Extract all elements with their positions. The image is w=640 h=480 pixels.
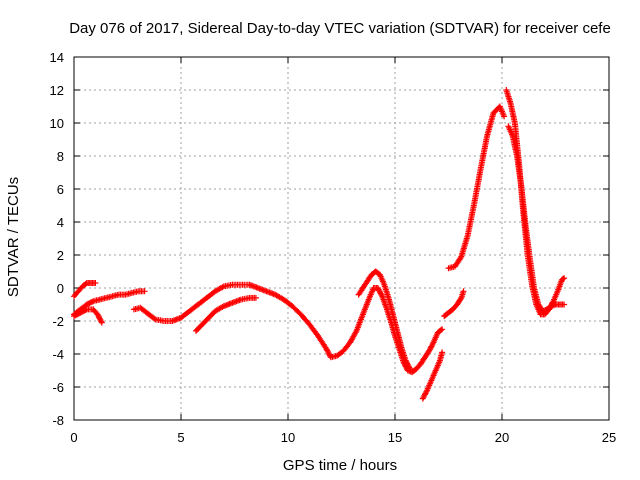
y-tick-label: 12 (50, 83, 64, 98)
data-markers (130, 281, 446, 376)
series-s8 (441, 288, 467, 320)
data-points (71, 87, 568, 402)
y-axis-label: SDTVAR / TECUs (5, 177, 22, 297)
x-tick-label: 20 (495, 430, 509, 445)
series-s6 (355, 268, 413, 372)
data-markers (355, 268, 413, 372)
series-s3 (71, 306, 105, 326)
data-markers (445, 103, 508, 272)
data-markers (71, 280, 99, 300)
x-tick-label: 15 (388, 430, 402, 445)
y-tick-label: 0 (57, 281, 64, 296)
y-tick-label: 6 (57, 182, 64, 197)
y-tick-label: 10 (50, 116, 64, 131)
y-tick-label: 8 (57, 149, 64, 164)
data-markers (505, 123, 568, 315)
x-tick-label: 0 (70, 430, 77, 445)
y-tick-label: -6 (52, 380, 64, 395)
y-tick-label: 14 (50, 50, 64, 65)
grid-lines (74, 57, 609, 420)
series-s4 (130, 281, 446, 376)
y-tick-label: -8 (52, 413, 64, 428)
series-s11 (505, 123, 568, 315)
x-tick-label: 5 (177, 430, 184, 445)
data-markers (419, 349, 446, 402)
y-tick-label: -4 (52, 347, 64, 362)
series-s9 (445, 103, 508, 272)
data-markers (71, 306, 105, 326)
data-markers (193, 294, 259, 334)
series-s1 (71, 280, 99, 300)
y-tick-label: 4 (57, 215, 64, 230)
chart-title: Day 076 of 2017, Sidereal Day-to-day VTE… (69, 20, 611, 37)
series-s5 (193, 294, 259, 334)
y-tick-label: 2 (57, 248, 64, 263)
axes: 0 5 10 15 20 25 -8 -6 -4 -2 0 2 4 6 8 10 12 14 (50, 50, 617, 445)
data-markers (441, 288, 467, 320)
series-s7 (419, 349, 446, 402)
plot-frame (73, 56, 610, 421)
y-tick-label: -2 (52, 314, 64, 329)
x-tick-label: 10 (281, 430, 295, 445)
x-axis-label: GPS time / hours (283, 457, 397, 474)
x-tick-label: 25 (602, 430, 616, 445)
